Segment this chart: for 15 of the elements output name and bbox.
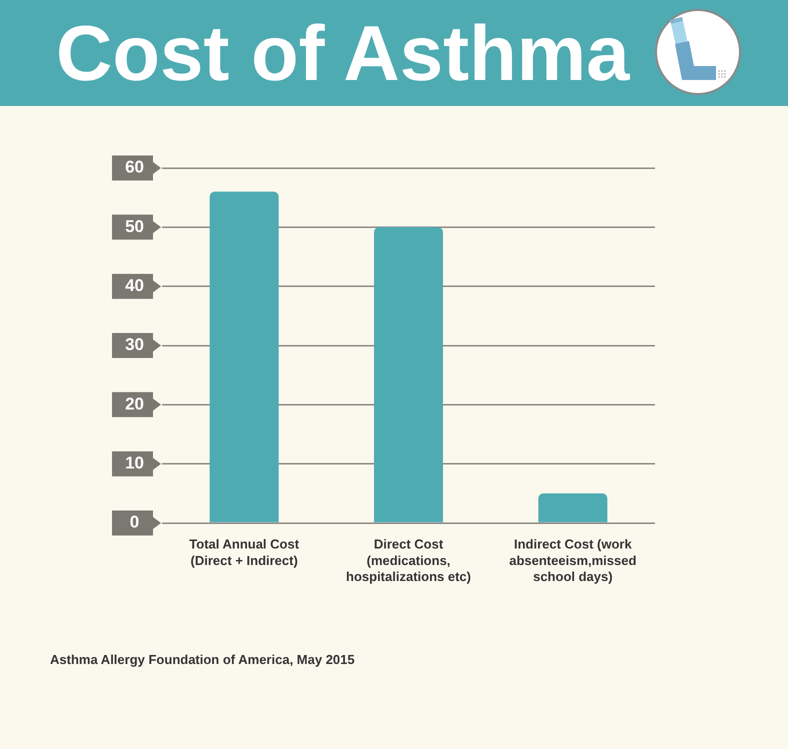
y-tick-label: 20	[125, 394, 144, 414]
y-tick-label: 60	[125, 158, 144, 177]
y-tick-label: 30	[125, 335, 144, 354]
y-tick-label: 50	[125, 216, 144, 236]
chart-title: Cost of Asthma	[56, 8, 630, 99]
x-tick-label: Direct Cost (medications, hospitalizations etc)	[346, 536, 471, 584]
text: Asthma Allergy Foundation of America, May 2015	[50, 652, 355, 667]
bar	[374, 227, 444, 522]
y-tick-label: 40	[125, 276, 144, 296]
bar	[210, 192, 279, 522]
x-tick-label: Indirect Cost (work absenteeism,missed school days)	[509, 536, 636, 584]
bar	[538, 493, 608, 522]
y-tick-label: 10	[125, 454, 144, 473]
y-tick-label: 0	[130, 512, 140, 532]
x-tick-label: Total Annual Cost (Direct + Indirect)	[189, 536, 300, 568]
